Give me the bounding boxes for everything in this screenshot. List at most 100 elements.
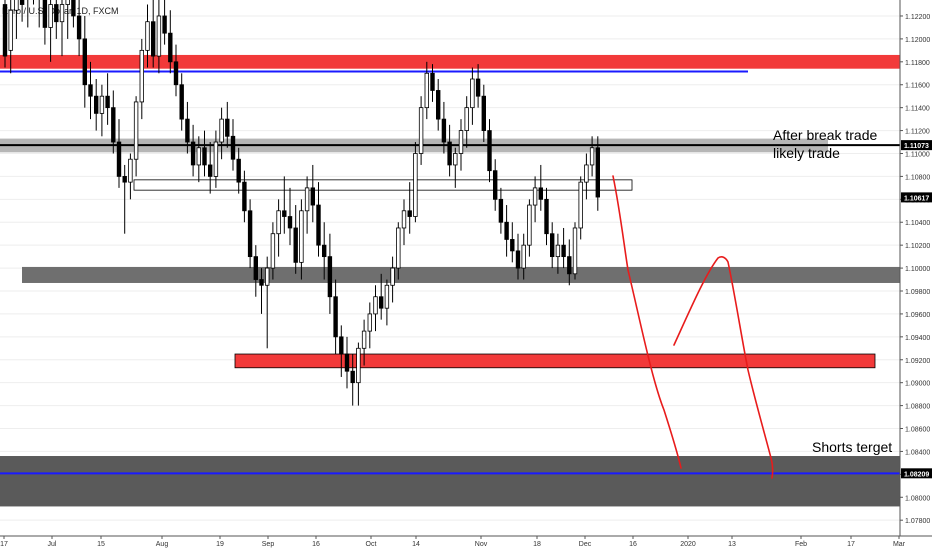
candle [418,96,424,165]
candle [435,79,441,131]
candle [105,73,110,125]
candle-body-down [510,239,515,252]
candle [82,15,87,108]
candle-body-up [413,153,418,217]
x-tick-label: 19 [216,541,224,548]
x-tick-label: 15 [97,541,105,548]
red-support-zone [234,353,876,369]
candle [190,124,196,177]
candle-body-down [492,170,498,200]
candle-body-down [162,15,167,34]
candle-body-down [310,187,315,206]
y-tick-label: 1.11200 [905,129,930,136]
candle-body-up [418,107,424,154]
candle-body-down [230,135,236,160]
candle-body-up [424,72,429,109]
x-tick-label: 13 [728,541,736,548]
candle-body-up [532,187,538,206]
candle-body-down [242,181,247,212]
candle [287,187,293,246]
y-tick-label: 1.08400 [905,449,930,456]
candle-body-up [578,181,583,229]
candle-body-up [527,204,532,246]
x-tick-label: Jul [48,541,57,548]
candle-body-down [76,15,82,40]
candle [510,222,515,263]
candle-body-up [299,210,304,263]
annotation-likely-trade: likely trade [773,145,840,161]
candle-body-down [378,296,384,309]
candle [339,325,344,377]
candle-body-up [276,210,281,235]
candle [299,199,304,280]
candle-body-down [441,118,447,143]
candle [481,84,486,143]
candle-body-down [498,198,504,223]
candle [373,285,378,332]
candle [150,0,156,68]
candle [76,0,82,57]
candle [390,256,395,303]
candle [567,239,572,286]
y-tick-label: 1.08000 [905,495,930,502]
candle-body-down [247,210,253,258]
candle-body-down [515,250,521,269]
candle [185,101,190,154]
candle [162,0,167,45]
candle [202,130,207,177]
candle [88,61,93,120]
candle-body-up [270,233,276,269]
y-tick-label: 1.09200 [905,358,930,365]
candle-body-up [470,78,475,109]
candle-body-down [350,370,355,384]
candle [521,233,526,280]
candle [550,222,555,269]
candle-body-up [373,296,378,315]
candle-body-down [236,158,241,183]
y-tick-label: 1.08600 [905,427,930,434]
candle-body-down [550,233,555,258]
candle-body-down [561,244,566,258]
candle-body-down [407,210,412,217]
candle [19,0,25,22]
x-tick-label: 18 [533,541,541,548]
candle [555,233,561,274]
candle [378,273,384,320]
candle [111,90,116,154]
candle-body-down [339,336,344,355]
candle [207,142,213,194]
candle-body-down [111,107,116,143]
candle-body-up [572,227,578,275]
x-tick-label: 14 [412,541,420,548]
candle-body-down [225,118,230,137]
candle-body-down [327,256,333,298]
candle [316,182,321,257]
candle [196,136,201,183]
candle [168,10,173,74]
grey-support-zone [22,266,900,283]
x-tick-label: Aug [156,541,169,548]
candle [321,222,327,280]
candle [276,199,281,257]
candle-body-up [128,158,133,183]
candle [139,38,144,120]
candle-body-down [595,147,600,198]
candle [464,96,469,148]
candle [538,164,543,211]
candle [350,354,355,406]
candle [498,187,504,234]
candle [584,153,589,200]
candle-body-up [59,4,65,23]
candle-body-down [333,296,338,338]
y-tick-label: 1.11400 [905,106,930,113]
candle-body-down [430,72,435,91]
candle-body-down [150,21,156,57]
candles [2,0,600,406]
candle [589,136,595,177]
candle [310,164,315,223]
candle [48,0,53,62]
y-tick-label: 1.08800 [905,404,930,411]
candle [94,79,99,131]
candle [38,0,40,28]
